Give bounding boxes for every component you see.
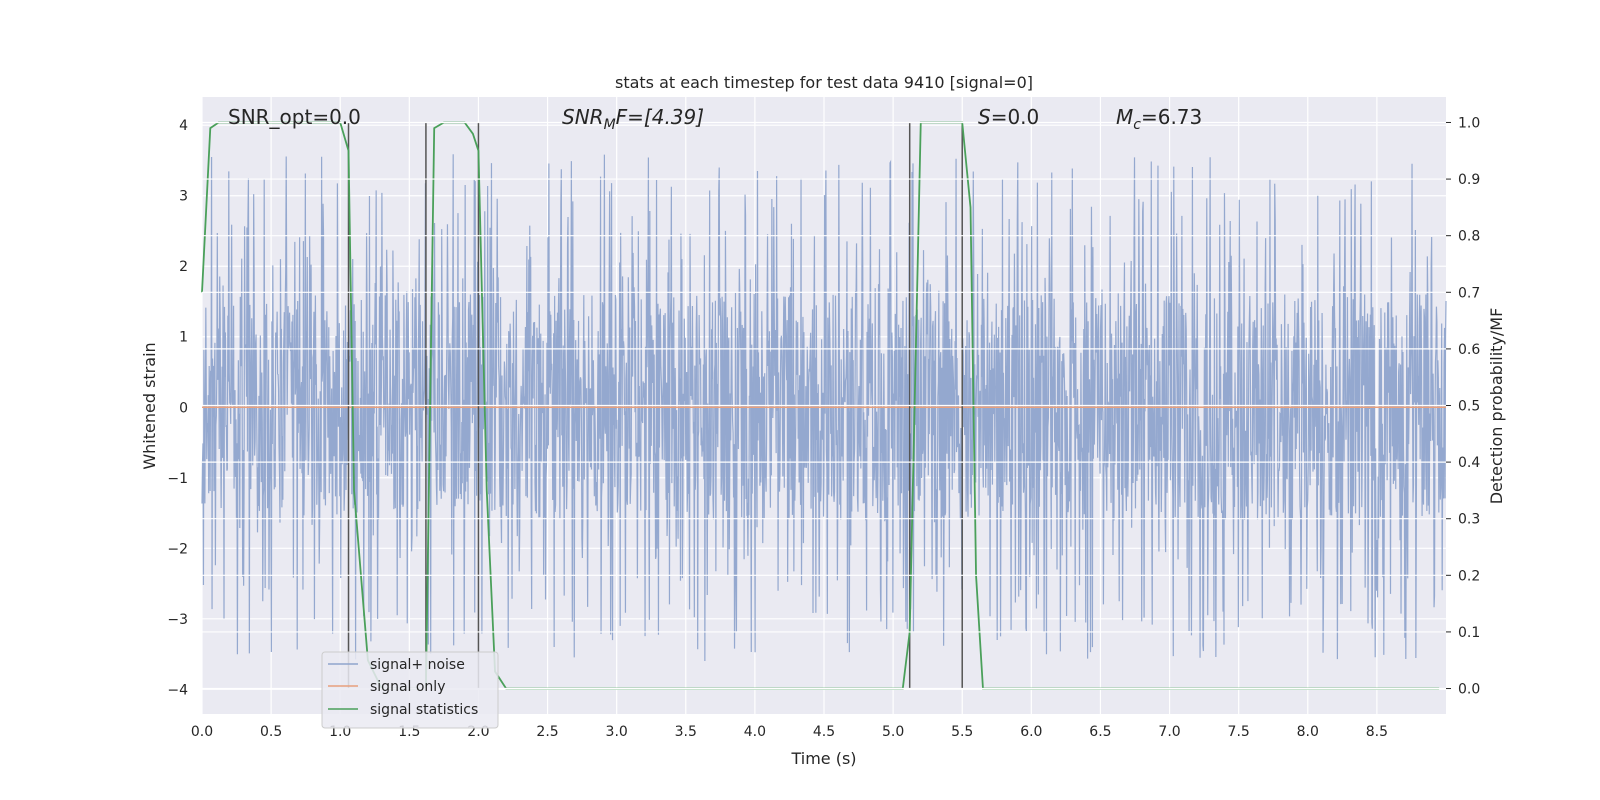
x-tick-label-12: 6.0 <box>1020 724 1042 740</box>
x-tick-label-7: 3.5 <box>675 724 697 740</box>
x-tick-label-1: 0.5 <box>260 724 282 740</box>
legend: signal+ noise signal only signal statist… <box>321 651 499 729</box>
y-tick-label-6: 2 <box>179 259 188 275</box>
annotation-mc: Mc=6.73 <box>1116 105 1202 133</box>
y2-axis-label: Detection probability/MF <box>1487 308 1506 505</box>
y2-tick-label-5: 0.5 <box>1458 399 1480 415</box>
y2-tick-label-8: 0.8 <box>1458 229 1480 245</box>
y2-tick-label-2: 0.2 <box>1458 568 1480 584</box>
y-axis-label: Whitened strain <box>140 342 159 469</box>
y-tick-label-3: −1 <box>167 471 188 487</box>
x-tick-label-13: 6.5 <box>1089 724 1111 740</box>
y-axis-ticks: −4 −3 −2 −1 0 1 2 3 4 <box>167 118 188 698</box>
legend-box <box>321 651 499 729</box>
x-tick-label-5: 2.5 <box>536 724 558 740</box>
signal-statistics-line <box>201 121 1440 690</box>
y2-axis-ticks: 0.0 0.1 0.2 0.3 0.4 0.5 0.6 0.7 0.8 0.9 1.0 <box>1446 115 1480 698</box>
x-tick-label-16: 8.0 <box>1297 724 1319 740</box>
chart-title: stats at each timestep for test data 941… <box>615 73 1033 92</box>
y2-tick-label-3: 0.3 <box>1458 512 1480 528</box>
y2-tick-label-6: 0.6 <box>1458 342 1480 358</box>
annotation-snr-mf-base: SNR <box>562 105 604 129</box>
legend-label-signal-noise: signal+ noise <box>370 657 465 673</box>
annotation-s: S=0.0 <box>978 105 1039 129</box>
annotation-s-rest: =0.0 <box>991 105 1040 129</box>
x-tick-label-15: 7.5 <box>1228 724 1250 740</box>
series-signal-noise <box>201 154 1447 661</box>
series-signal-statistics <box>201 121 1440 690</box>
annotation-mc-rest: =6.73 <box>1141 105 1202 129</box>
y2-tick-label-0: 0.0 <box>1458 682 1480 698</box>
x-tick-label-0: 0.0 <box>191 724 213 740</box>
y2-tick-label-1: 0.1 <box>1458 625 1480 641</box>
annotation-mc-base: M <box>1116 105 1133 129</box>
y-tick-label-4: 0 <box>179 400 188 416</box>
x-tick-label-11: 5.5 <box>951 724 973 740</box>
x-tick-label-14: 7.0 <box>1158 724 1180 740</box>
y2-tick-label-10: 1.0 <box>1458 115 1480 131</box>
x-tick-label-17: 8.5 <box>1366 724 1388 740</box>
annotation-snr-mf-sub: M <box>604 117 616 133</box>
x-axis-label: Time (s) <box>790 749 856 768</box>
annotation-snr-mf: SNRMF=[4.39] <box>562 105 704 133</box>
legend-label-signal-statistics: signal statistics <box>370 702 478 718</box>
y2-tick-label-9: 0.9 <box>1458 172 1480 188</box>
x-tick-label-10: 5.0 <box>882 724 904 740</box>
annotations: SNR_opt=0.0 SNRMF=[4.39] S=0.0 Mc=6.73 <box>228 105 1202 133</box>
y-tick-label-7: 3 <box>179 189 188 205</box>
y-tick-label-5: 1 <box>179 330 188 346</box>
y-tick-label-2: −2 <box>167 541 188 557</box>
legend-label-signal-only: signal only <box>370 679 445 695</box>
y2-tick-label-4: 0.4 <box>1458 455 1480 471</box>
y-tick-label-1: −3 <box>167 612 188 628</box>
x-tick-label-6: 3.0 <box>606 724 628 740</box>
y-tick-label-0: −4 <box>167 682 188 698</box>
y2-tick-label-7: 0.7 <box>1458 285 1480 301</box>
x-tick-label-9: 4.5 <box>813 724 835 740</box>
x-tick-label-8: 4.0 <box>744 724 766 740</box>
annotation-snr-mf-rest: F=[4.39] <box>616 105 704 129</box>
annotation-mc-sub: c <box>1133 117 1141 133</box>
noise-trace <box>201 154 1447 661</box>
annotation-snr-opt: SNR_opt=0.0 <box>228 105 361 129</box>
y-tick-label-8: 4 <box>179 118 188 134</box>
annotation-s-italic: S <box>978 105 991 129</box>
